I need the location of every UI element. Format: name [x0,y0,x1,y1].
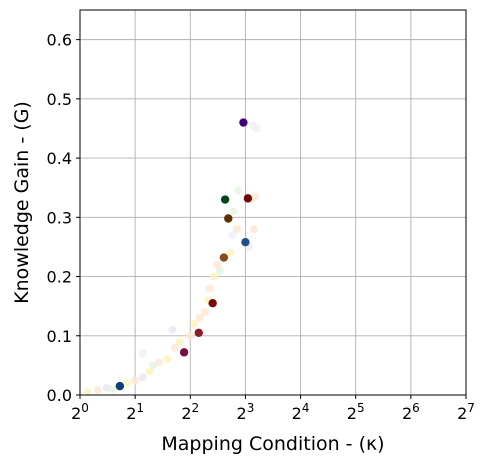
background-point [200,308,209,317]
background-point [190,319,199,328]
y-tick-label: 0.3 [47,208,72,227]
y-tick-label: 0.5 [47,90,72,109]
background-point [213,260,222,269]
y-tick-label: 0.2 [47,268,72,287]
background-point [93,386,102,395]
background-point [205,284,214,293]
x-tick-label: 25 [347,401,365,423]
data-point [224,214,233,223]
background-point [215,266,224,275]
background-point [195,314,204,322]
background-point [168,325,177,334]
background-point [145,367,154,376]
data-point [208,298,217,308]
background-point [175,337,184,346]
background-point [226,248,235,257]
data-point [194,328,203,338]
y-tick-label: 0.4 [47,149,72,168]
highlighted-points [115,118,253,391]
background-point [233,225,242,234]
background-point [186,331,195,340]
background-point [148,361,157,370]
data-point [220,195,230,204]
y-tick-label: 0.6 [47,31,72,50]
background-point [163,355,172,364]
data-point [115,381,125,391]
background-point [108,385,117,394]
background-point [252,124,261,133]
x-tick-label: 27 [457,401,475,423]
x-axis-label: Mapping Condition - (κ) [161,433,384,455]
x-tick-label: 22 [181,401,199,423]
background-point [83,388,92,397]
data-point [243,194,253,203]
background-points [83,121,261,397]
background-point [138,349,147,358]
y-axis-label: Knowledge Gain - (G) [11,101,33,304]
background-point [234,186,243,195]
x-tick-label: 26 [402,401,420,423]
background-point [250,192,259,201]
data-point [219,253,229,262]
y-tick-label: 0.0 [47,386,72,405]
grid-lines [79,10,467,396]
background-point [122,379,131,388]
x-tick-label: 23 [237,401,255,423]
plot-frame [79,9,467,396]
background-point [229,207,238,216]
data-point [241,237,250,247]
y-tick-label: 0.1 [47,327,72,346]
background-point [228,231,237,240]
x-tick-label: 21 [126,401,144,423]
y-tick-labels: 0.0 0.1 0.2 0.3 0.4 0.5 0.6 [47,31,80,405]
background-point [131,376,140,385]
x-tick-label: 20 [71,401,89,423]
background-point [210,272,219,281]
background-point [138,373,147,382]
background-point [170,343,179,352]
data-point [239,118,248,127]
background-point [249,225,258,234]
data-point [179,348,189,357]
x-tick-label: 24 [292,401,310,423]
background-point [155,358,164,367]
x-tick-labels: 20 21 22 23 24 25 26 27 [71,395,475,423]
